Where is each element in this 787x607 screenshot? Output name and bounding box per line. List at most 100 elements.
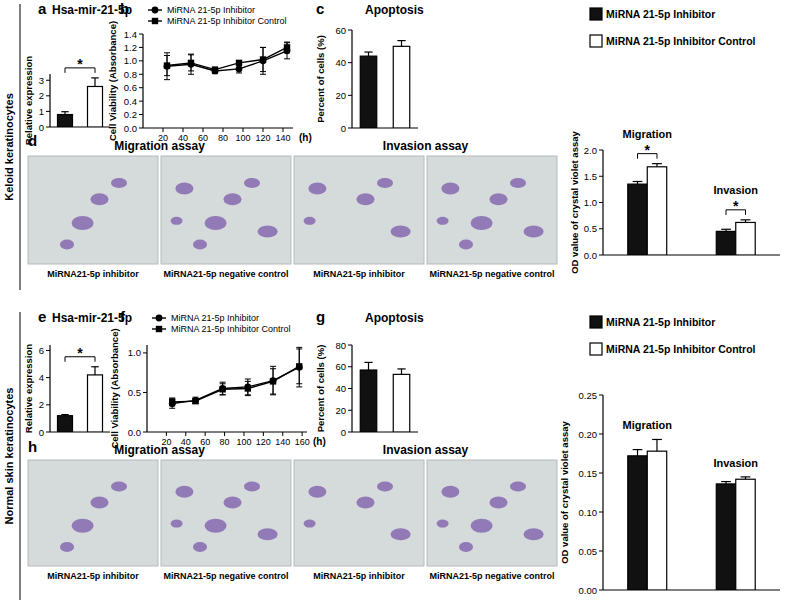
marker <box>169 399 175 405</box>
error-cap <box>270 368 276 369</box>
image-caption: MiRNA21-5p negative control <box>163 269 288 279</box>
y-tick-label: 1 <box>39 106 44 117</box>
error-bar <box>169 398 175 406</box>
y-tick <box>599 176 603 177</box>
y-tick-label: 60 <box>335 361 346 372</box>
error-bar <box>260 47 266 71</box>
error-cap <box>188 54 194 55</box>
error-cap <box>61 414 69 415</box>
y-tick-label: 1.5 <box>584 171 597 182</box>
legend-label: MiRNA 21-5p Inhibitor Control <box>606 343 756 355</box>
y-axis <box>351 30 352 128</box>
y-tick <box>348 410 352 411</box>
stained-cell <box>391 528 411 540</box>
y-axis-label: Percent of cells (%) <box>315 345 326 433</box>
error-cap <box>296 347 302 348</box>
error-bar <box>270 369 276 394</box>
bar <box>716 231 735 255</box>
y-tick <box>599 434 603 435</box>
error-bar <box>164 53 170 80</box>
x-tick-label: 80 <box>218 133 228 143</box>
error-cap <box>164 55 170 56</box>
stained-cell <box>510 178 526 188</box>
error-cap <box>633 449 643 450</box>
y-tick-label: 40 <box>335 57 346 68</box>
x-tick-label: 160 <box>295 437 310 447</box>
panel: cApoptosis0204060Percent of cells (%) <box>315 0 424 134</box>
error-bar <box>220 384 226 395</box>
bar <box>628 184 647 255</box>
error-cap <box>188 54 194 55</box>
plot-area <box>169 347 303 408</box>
bar <box>58 416 73 432</box>
marker <box>152 7 159 14</box>
image-caption: MiRNA21-5p inhibitor <box>47 571 139 581</box>
error-bar <box>169 399 175 408</box>
y-tick <box>139 74 143 75</box>
error-bar <box>364 52 372 56</box>
y-axis <box>49 74 50 127</box>
panel-title: Apoptosis <box>365 311 424 325</box>
error-stem <box>401 369 402 374</box>
row-label: Keloid keratinocytes <box>3 93 15 201</box>
error-stem <box>401 41 402 47</box>
error-bar <box>91 78 99 87</box>
bar <box>393 46 410 128</box>
marker <box>260 56 266 62</box>
panel-letter: g <box>316 308 325 325</box>
image-heading: Invasion assay <box>383 443 469 457</box>
y-tick <box>46 377 50 378</box>
error-bar <box>270 366 276 394</box>
marker <box>219 385 226 392</box>
x-tick-label: 100 <box>235 133 250 143</box>
plot-area <box>164 42 291 80</box>
y-tick-label: 0.2 <box>124 109 137 120</box>
y-tick-label: 0.5 <box>584 223 597 234</box>
stained-cell <box>437 520 449 528</box>
error-stem <box>94 367 95 375</box>
legend-swatch <box>590 35 602 47</box>
error-cap <box>220 383 226 384</box>
panel-letter: b <box>120 0 129 17</box>
x-tick <box>223 128 224 132</box>
marker <box>192 397 199 404</box>
bar <box>360 370 377 432</box>
error-stem <box>637 450 638 456</box>
x-tick-label: 140 <box>275 437 290 447</box>
x-axis <box>143 127 293 128</box>
error-bar <box>61 415 69 416</box>
marker <box>192 398 198 404</box>
y-tick <box>599 512 603 513</box>
error-cap <box>61 111 69 112</box>
y-tick <box>599 395 603 396</box>
error-bar <box>721 229 731 231</box>
error-cap <box>397 40 405 41</box>
error-bar <box>296 347 302 387</box>
image-caption: MiRNA21-5p inhibitor <box>47 269 139 279</box>
stained-cell <box>258 226 278 238</box>
plot-area <box>360 362 410 432</box>
y-tick-label: 80 <box>335 340 346 351</box>
stained-cell <box>459 542 473 552</box>
y-axis <box>146 345 147 432</box>
y-tick <box>599 228 603 229</box>
stained-cell <box>357 496 375 508</box>
error-cap <box>245 379 251 380</box>
x-tick-label: 80 <box>220 437 230 447</box>
stained-cell <box>175 182 193 194</box>
legend-label: MiRNA 21-5p Inhibitor <box>171 313 259 323</box>
stained-cell <box>308 486 326 498</box>
stained-cell <box>244 178 260 188</box>
bar <box>647 451 666 590</box>
error-cap <box>169 397 175 398</box>
micrograph <box>28 460 158 566</box>
x-tick <box>224 432 225 436</box>
y-tick <box>143 432 147 433</box>
stained-cell <box>72 216 94 230</box>
error-cap <box>245 395 251 396</box>
marker <box>236 66 243 73</box>
error-cap <box>652 163 662 164</box>
panel-letter: h <box>28 438 37 455</box>
error-cap <box>296 386 302 387</box>
y-tick-label: 0.20 <box>579 429 598 440</box>
